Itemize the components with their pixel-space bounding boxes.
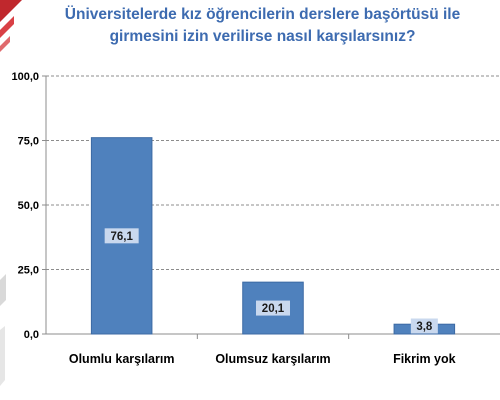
data-label-background [104,228,139,244]
y-tick-label: 50,0 [18,200,39,212]
corner-decoration-bottom [0,274,6,386]
x-category-label: Fikrim yok [393,352,456,366]
y-tick-label: 25,0 [18,265,39,277]
corner-decoration-top [0,0,22,52]
y-tick-label: 75,0 [18,136,39,148]
data-label-background [256,300,290,316]
data-label: 20,1 [262,303,285,315]
y-tick-label: 100,0 [11,71,39,83]
y-tick-label: 0,0 [24,329,39,341]
data-label: 76,1 [110,231,133,243]
x-category-label: Olumsuz karşılarım [215,352,330,366]
chart-title: Üniversitelerde kız öğrencilerin dersler… [64,6,461,45]
data-label-background [410,318,438,334]
x-category-label: Olumlu karşılarım [69,352,175,366]
data-label: 3,8 [416,321,433,333]
